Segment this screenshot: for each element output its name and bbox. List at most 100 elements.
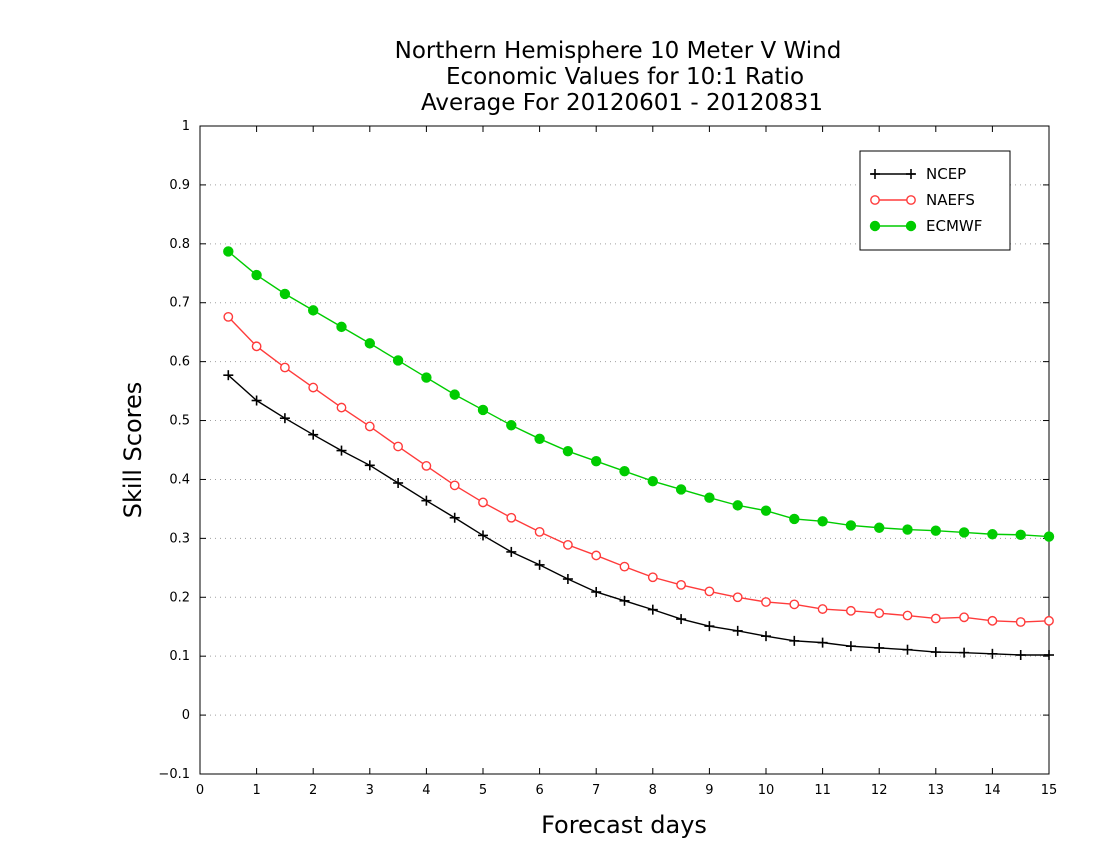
data-point-naefs <box>364 421 375 432</box>
x-tick-label: 15 <box>1041 783 1058 798</box>
plot-frame <box>199 125 1050 775</box>
data-point-ecmwf <box>704 492 715 503</box>
data-point-naefs <box>874 608 885 619</box>
data-point-naefs <box>1044 615 1054 626</box>
data-point-ecmwf <box>958 527 970 538</box>
data-point-naefs <box>223 311 234 322</box>
y-tick-label: 0.5 <box>169 414 190 429</box>
data-point-ncep <box>1015 650 1026 661</box>
y-axis-label: Skill Scores <box>119 382 147 519</box>
data-point-ecmwf <box>534 433 545 445</box>
data-point-naefs <box>591 550 602 561</box>
legend-label-ecmwf: ECMWF <box>926 217 982 235</box>
y-tick-label: 0.6 <box>169 355 190 370</box>
data-point-ncep <box>676 614 687 625</box>
x-tick-label: 1 <box>252 783 260 798</box>
data-point-ecmwf <box>1015 529 1026 541</box>
data-point-ncep <box>591 586 602 597</box>
data-point-ecmwf <box>449 389 460 400</box>
data-point-ecmwf <box>902 524 913 535</box>
data-point-naefs <box>336 402 347 413</box>
x-axis-label: Forecast days <box>541 811 707 839</box>
series-line-ecmwf <box>227 250 1050 538</box>
data-point-ecmwf <box>619 466 630 477</box>
data-point-naefs <box>987 615 998 626</box>
data-point-ncep <box>279 413 290 424</box>
data-point-ncep <box>874 642 885 653</box>
x-tick-label: 11 <box>814 783 831 798</box>
data-point-ecmwf <box>506 420 517 431</box>
legend: NCEP NAEFS ECMWF <box>859 150 1011 251</box>
data-point-ncep <box>251 395 262 406</box>
series-naefs <box>223 311 1054 627</box>
data-point-naefs <box>902 610 913 621</box>
chart-title-line-3: Average For 20120601 - 20120831 <box>421 90 823 116</box>
y-tick-label: 0.2 <box>169 590 190 605</box>
data-point-naefs <box>647 572 658 583</box>
data-point-ecmwf <box>251 269 262 281</box>
data-point-ecmwf <box>477 404 489 416</box>
data-point-naefs <box>817 604 828 614</box>
legend-entry-naefs: NAEFS <box>870 191 975 209</box>
data-point-ecmwf <box>364 338 376 349</box>
data-point-ecmwf <box>760 505 772 516</box>
data-point-ncep <box>902 644 913 655</box>
data-point-ecmwf <box>732 500 743 511</box>
data-point-ncep <box>308 429 319 440</box>
data-point-ecmwf <box>562 445 574 457</box>
x-tick-label: 9 <box>705 783 713 798</box>
legend-label-ncep: NCEP <box>926 165 966 183</box>
data-point-ncep <box>506 546 517 557</box>
x-tick-label: 13 <box>928 783 945 798</box>
data-point-ncep <box>478 530 488 541</box>
data-point-ecmwf <box>817 516 828 527</box>
data-point-naefs <box>251 341 262 352</box>
series-ncep <box>223 370 1054 661</box>
x-tick-label: 8 <box>649 783 657 798</box>
x-tick-label: 6 <box>535 783 543 798</box>
data-point-ncep <box>761 631 771 642</box>
x-tick-label: 14 <box>984 783 1001 798</box>
data-point-ecmwf <box>874 522 885 533</box>
y-tick-label: 0 <box>182 708 190 723</box>
legend-marker-left <box>870 169 880 179</box>
y-tick-label: 0.1 <box>169 649 190 664</box>
data-point-naefs <box>308 382 319 393</box>
data-point-ecmwf <box>392 355 404 366</box>
data-point-naefs <box>930 613 941 624</box>
data-point-ecmwf <box>308 305 319 316</box>
data-point-naefs <box>959 612 969 623</box>
data-point-ncep <box>930 647 941 658</box>
data-point-ncep <box>421 495 432 506</box>
x-tick-label: 0 <box>196 783 204 798</box>
data-point-ecmwf <box>279 288 291 300</box>
x-tick-label: 5 <box>479 783 487 798</box>
series-line-naefs <box>227 316 1050 623</box>
data-point-ncep <box>562 574 573 585</box>
data-point-ncep <box>647 604 658 615</box>
y-tick-label: 1 <box>182 119 190 134</box>
data-point-naefs <box>449 480 460 491</box>
data-point-ncep <box>1044 650 1054 661</box>
data-point-naefs <box>478 497 488 508</box>
data-point-ncep <box>845 641 856 652</box>
data-point-ecmwf <box>845 520 857 531</box>
legend-marker-left <box>869 220 881 232</box>
data-point-ecmwf <box>930 525 942 536</box>
y-tick-label: 0.9 <box>169 178 190 193</box>
data-point-ncep <box>534 559 545 570</box>
data-point-naefs <box>563 539 573 550</box>
data-point-naefs <box>704 586 715 597</box>
data-point-naefs <box>676 580 686 590</box>
x-tick-label: 12 <box>871 783 888 798</box>
data-point-ncep <box>732 625 743 636</box>
legend-marker-right <box>906 195 916 205</box>
series-layer <box>223 246 1055 661</box>
legend-marker-right <box>905 220 917 232</box>
x-tick-label: 2 <box>309 783 317 798</box>
data-point-ecmwf <box>789 513 800 525</box>
legend-marker-right <box>906 169 916 179</box>
data-point-ecmwf <box>421 372 432 383</box>
data-point-ncep <box>223 370 234 381</box>
